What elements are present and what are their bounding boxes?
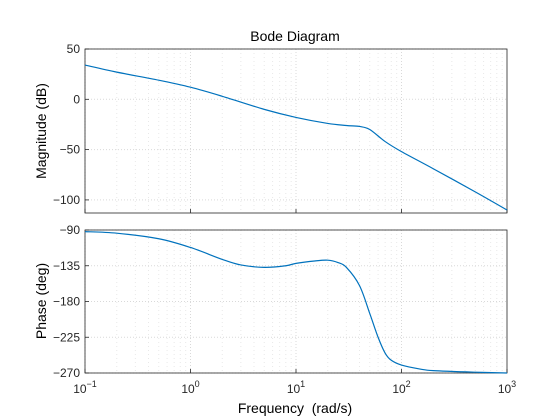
magnitude-y-tick-label: 50 [67, 42, 81, 56]
magnitude-panel: 50 0 −50 −100 Magnitude (dB) [33, 42, 508, 214]
phase-y-tick-label: −135 [53, 259, 80, 273]
x-tick-label: 10−1 [73, 379, 97, 396]
phase-ticks: −90 −135 −180 −225 −270 [53, 223, 508, 380]
x-tick-label: 101 [287, 379, 305, 396]
x-tick-labels: 10−1 100 101 102 103 [73, 379, 516, 396]
x-tick-label: 102 [392, 379, 410, 396]
chart-title: Bode Diagram [250, 28, 340, 44]
magnitude-y-tick-label: −100 [53, 193, 80, 207]
magnitude-y-tick-label: 0 [73, 92, 80, 106]
phase-y-tick-label: −180 [53, 295, 80, 309]
magnitude-axis-label: Magnitude (dB) [33, 83, 49, 179]
phase-y-tick-label: −225 [53, 330, 80, 344]
phase-grid [84, 229, 507, 374]
phase-axis-label: Phase (deg) [33, 263, 49, 339]
magnitude-ticks: 50 0 −50 −100 [53, 42, 508, 213]
x-tick-label: 100 [181, 379, 199, 396]
phase-series-line [84, 230, 508, 374]
magnitude-grid [84, 48, 507, 213]
magnitude-y-tick-label: −50 [60, 143, 81, 157]
x-axis-label: Frequency (rad/s) [238, 400, 352, 416]
x-tick-label: 103 [498, 379, 516, 396]
phase-panel: −90 −135 −180 −225 −270 Phase (deg) [33, 223, 508, 380]
phase-y-tick-label: −90 [60, 223, 81, 237]
magnitude-series-line [84, 64, 508, 211]
phase-y-tick-label: −270 [53, 366, 80, 380]
